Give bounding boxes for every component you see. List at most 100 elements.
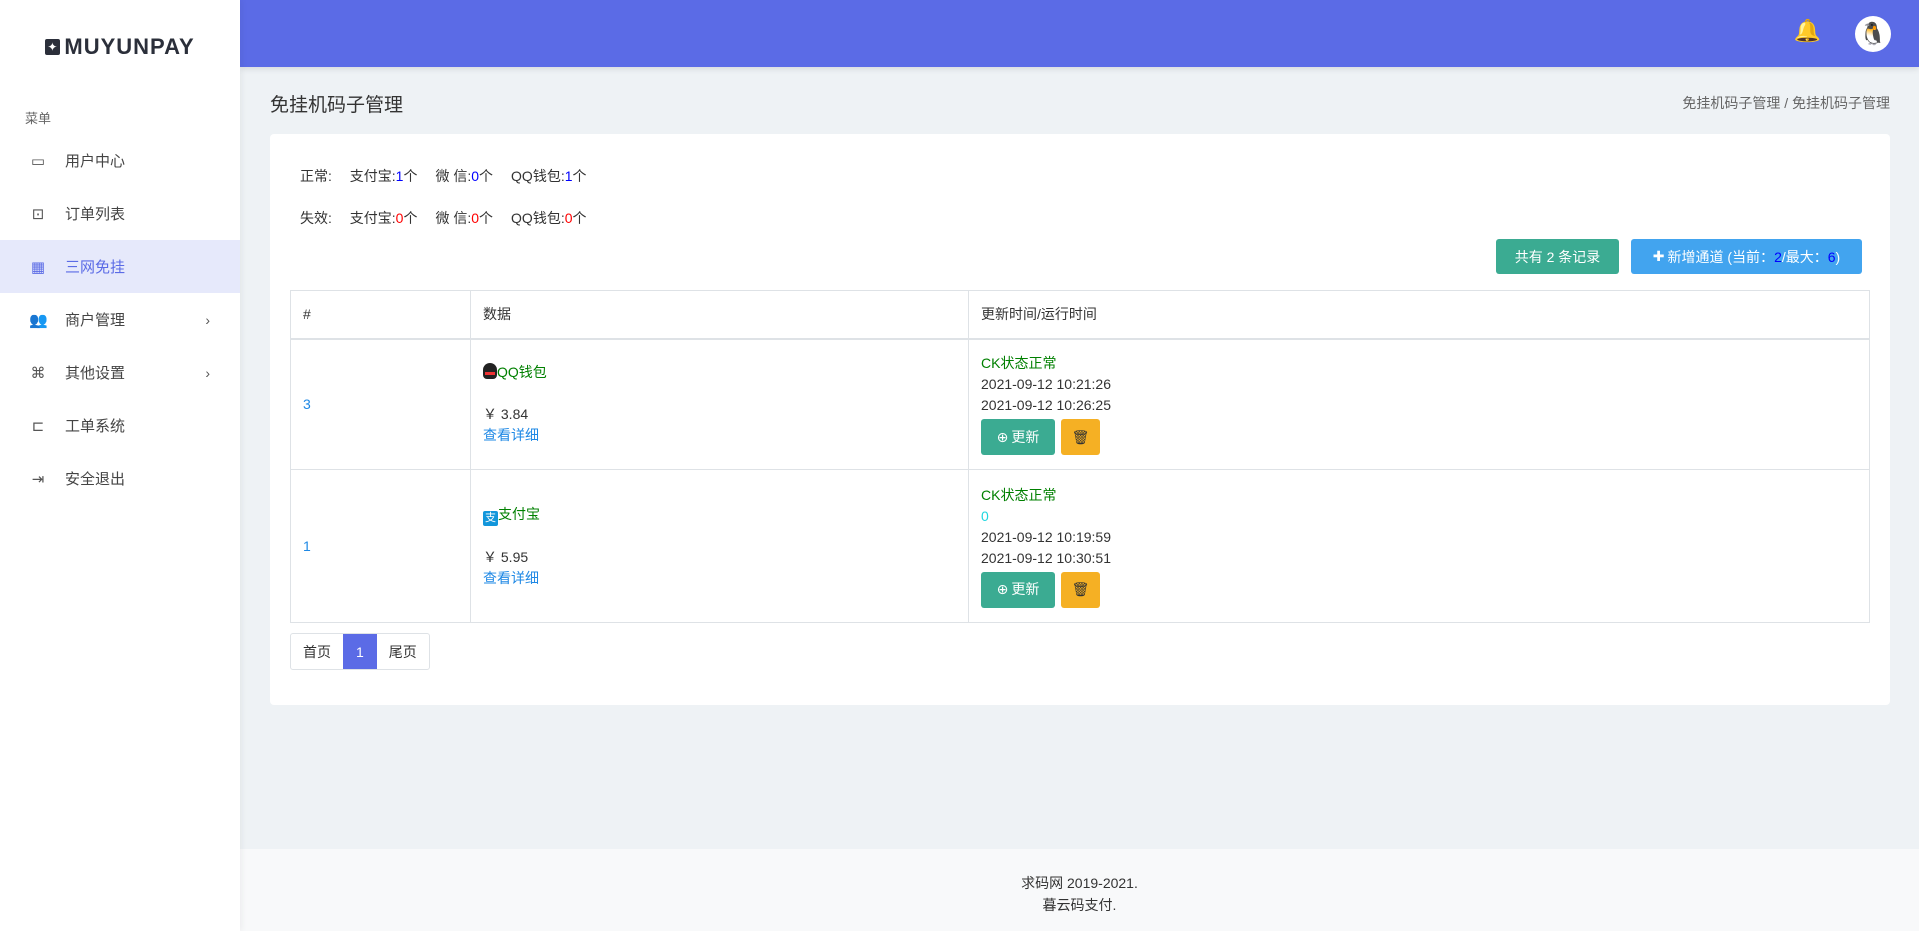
row-id-link[interactable]: 3 <box>303 396 311 413</box>
wechat-count: 0 <box>471 168 480 184</box>
dollar-icon: ⊡ <box>31 205 45 223</box>
logo-icon: ✦ <box>45 39 61 55</box>
view-detail-link[interactable]: 查看详细 <box>483 427 539 444</box>
sidebar-item-settings[interactable]: ⌘ 其他设置 › <box>0 346 240 399</box>
delete-button[interactable]: 🗑 <box>1061 419 1100 456</box>
update-label: 更新 <box>1011 581 1040 597</box>
sidebar-item-label: 商户管理 <box>65 312 126 329</box>
qrcode-icon: ▦ <box>30 258 46 276</box>
menu-title: 菜单 <box>25 111 52 126</box>
current-count: 2 <box>1774 248 1782 265</box>
row-id-link[interactable]: 1 <box>303 538 311 554</box>
page-title: 免挂机码子管理 <box>270 95 404 116</box>
footer-copyright: 求码网 2019-2021. <box>1021 875 1138 891</box>
breadcrumb: 免挂机码子管理 / 免挂机码子管理 <box>1682 93 1890 113</box>
alipay-label: 支付宝: <box>349 210 396 226</box>
amount: ￥ 3.84 <box>483 406 529 423</box>
footer: 求码网 2019-2021. 暮云码支付. <box>240 849 1919 931</box>
top-header: 🔔 🐧 <box>240 0 1919 67</box>
sidebar-item-orders[interactable]: ⊡ 订单列表 <box>0 187 240 240</box>
bell-icon[interactable]: 🔔 <box>1793 18 1821 43</box>
alipay-count: 0 <box>395 210 404 226</box>
channel-type: QQ钱包 <box>497 364 547 381</box>
channels-table: # 数据 更新时间/运行时间 3 QQ钱包 ￥ 3.84 查看详细 CK状态正常… <box>290 290 1870 623</box>
sidebar-item-user-center[interactable]: ▭ 用户中心 <box>0 134 240 187</box>
breadcrumb-separator: / <box>1784 95 1789 111</box>
sidebar-item-label: 三网免挂 <box>65 259 126 276</box>
first-page-button[interactable]: 首页 <box>303 643 331 660</box>
logo[interactable]: ✦ MUYUNPAY <box>0 34 240 60</box>
logout-icon: ⇥ <box>31 470 45 488</box>
stat-label: 失效: <box>300 210 332 226</box>
qq-label: QQ钱包: <box>511 168 565 184</box>
total-records-button[interactable]: 共有 2 条记录 <box>1496 239 1619 274</box>
breadcrumb-item[interactable]: 免挂机码子管理 <box>1682 95 1781 111</box>
qq-count: 1 <box>564 168 573 184</box>
arrow-up-circle-icon: ⊕ <box>996 581 1009 597</box>
avatar[interactable]: 🐧 <box>1855 16 1891 52</box>
qq-count: 0 <box>564 210 573 226</box>
sidebar-item-label: 其他设置 <box>65 365 126 382</box>
chevron-right-icon: › <box>205 364 210 381</box>
stat-label: 正常: <box>300 168 332 184</box>
trash-icon: 🗑 <box>1071 581 1090 597</box>
update-button[interactable]: ⊕ 更新 <box>981 571 1055 608</box>
add-suffix: ) <box>1835 248 1841 265</box>
content-card: 正常: 支付宝:1个微 信:0个 QQ钱包:1个 失效: 支付宝:0个微 信:0个… <box>270 134 1890 705</box>
users-icon: 👥 <box>29 311 48 329</box>
add-channel-button[interactable]: ✚ 新增通道 (当前： 2/最大： 6) <box>1631 239 1862 274</box>
wechat-label: 微 信: <box>435 168 472 184</box>
max-count: 6 <box>1827 248 1836 265</box>
table-row: 3 QQ钱包 ￥ 3.84 查看详细 CK状态正常 2021-09-12 10:… <box>290 338 1870 470</box>
wechat-label: 微 信: <box>435 210 472 226</box>
sidebar-item-tickets[interactable]: ⊏ 工单系统 <box>0 399 240 452</box>
update-button[interactable]: ⊕ 更新 <box>981 419 1055 456</box>
column-header: # <box>290 290 471 340</box>
update-time: 2021-09-12 10:19:59 <box>981 528 1111 545</box>
sidebar-item-merchants[interactable]: 👥 商户管理 › <box>0 293 240 346</box>
wechat-count: 0 <box>471 210 480 226</box>
command-icon: ⌘ <box>30 364 46 382</box>
chevron-right-icon: › <box>205 311 210 328</box>
alipay-count: 1 <box>395 168 404 184</box>
plus-icon: ✚ <box>1652 248 1665 264</box>
arrow-up-circle-icon: ⊕ <box>996 428 1009 445</box>
column-header: 更新时间/运行时间 <box>968 290 1870 340</box>
add-label: 新增通道 (当前： <box>1667 248 1775 265</box>
page-1-button[interactable]: 1 <box>343 634 377 669</box>
unit: 个 <box>572 210 587 226</box>
sidebar-item-logout[interactable]: ⇥ 安全退出 <box>0 452 240 505</box>
ticket-add-icon: ⊏ <box>31 417 45 435</box>
sidebar-item-label: 工单系统 <box>65 418 126 435</box>
last-page-button[interactable]: 尾页 <box>388 643 417 660</box>
sidebar-item-label: 安全退出 <box>65 471 126 488</box>
unit: 个 <box>572 168 587 184</box>
extra-value: 0 <box>981 507 989 524</box>
breadcrumb-item: 免挂机码子管理 <box>1792 95 1890 111</box>
pagination: 首页 1 尾页 <box>290 633 430 670</box>
delete-button[interactable]: 🗑 <box>1061 571 1100 608</box>
sidebar-menu: ▭ 用户中心 ⊡ 订单列表 ▦ 三网免挂 👥 商户管理 › ⌘ 其他设置 › ⊏ 工单系统 ⇥ 安… <box>0 134 240 505</box>
alipay-label: 支付宝: <box>349 168 396 184</box>
update-time: 2021-09-12 10:21:26 <box>981 376 1111 393</box>
alipay-icon: 支 <box>483 510 498 526</box>
footer-brand: 暮云码支付. <box>1042 897 1117 913</box>
logo-text: MUYUNPAY <box>64 34 195 59</box>
table-row: 1 支支付宝 ￥ 5.95 查看详细 CK状态正常 0 2021-09-12 1… <box>290 469 1870 623</box>
max-label: /最大： <box>1781 248 1828 265</box>
channel-type: 支付宝 <box>498 505 540 522</box>
stats-failed: 失效: 支付宝:0个微 信:0个 QQ钱包:0个 <box>300 208 605 228</box>
trash-icon: 🗑 <box>1071 428 1090 445</box>
view-detail-link[interactable]: 查看详细 <box>483 569 539 586</box>
stats-normal: 正常: 支付宝:1个微 信:0个 QQ钱包:1个 <box>300 166 605 186</box>
unit: 个 <box>479 210 494 226</box>
unit: 个 <box>403 168 418 184</box>
sidebar-item-label: 用户中心 <box>65 153 126 170</box>
monitor-icon: ▭ <box>30 152 46 170</box>
unit: 个 <box>479 168 494 184</box>
qq-icon <box>483 363 497 380</box>
column-header: 数据 <box>470 290 969 340</box>
update-label: 更新 <box>1011 428 1040 445</box>
sidebar-item-three-network[interactable]: ▦ 三网免挂 <box>0 240 240 293</box>
qq-label: QQ钱包: <box>511 210 565 226</box>
